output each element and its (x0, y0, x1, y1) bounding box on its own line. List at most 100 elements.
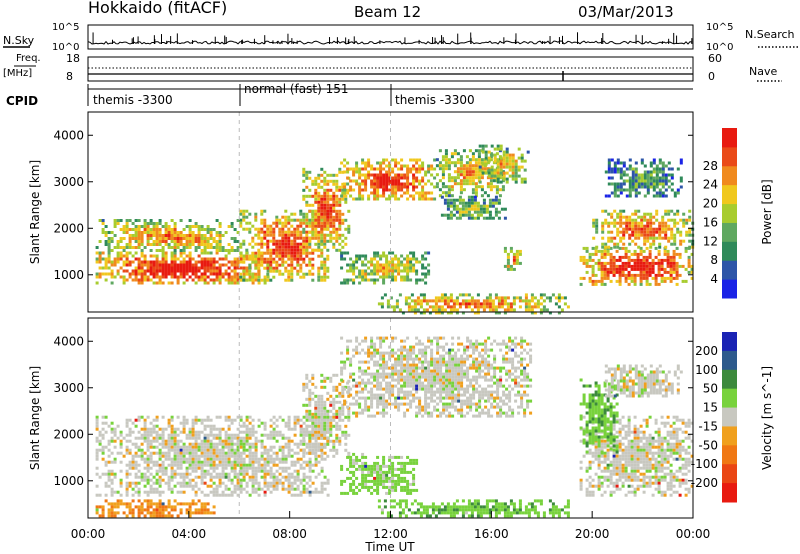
heatmap-cell (640, 173, 644, 177)
heatmap-cell (649, 233, 653, 237)
heatmap-cell (176, 278, 180, 282)
power-heatmap (95, 112, 695, 315)
heatmap-cell (646, 218, 650, 222)
heatmap-cell (338, 242, 342, 246)
heatmap-cell (514, 159, 518, 163)
heatmap-cell (335, 412, 339, 416)
heatmap-cell (221, 457, 225, 461)
heatmap-cell (161, 478, 165, 482)
heatmap-cell (314, 191, 318, 195)
heatmap-cell (367, 266, 371, 270)
heatmap-cell (648, 252, 652, 256)
heatmap-cell (485, 207, 489, 211)
heatmap-cell (200, 278, 204, 282)
heatmap-cell (347, 188, 351, 192)
heatmap-cell (502, 150, 506, 154)
heatmap-cell (317, 403, 321, 407)
heatmap-cell (341, 182, 345, 186)
heatmap-cell (161, 466, 165, 470)
heatmap-cell (492, 161, 496, 165)
heatmap-cell (412, 194, 416, 198)
heatmap-cell (652, 215, 656, 219)
colorbar-swatch (722, 222, 737, 242)
heatmap-cell (379, 372, 383, 376)
heatmap-cell (340, 369, 344, 373)
heatmap-cell (203, 243, 207, 246)
heatmap-cell (110, 493, 114, 497)
heatmap-cell (311, 373, 315, 377)
heatmap-cell (119, 219, 123, 222)
heatmap-cell (176, 281, 180, 285)
heatmap-cell (661, 194, 665, 198)
heatmap-cell (628, 194, 632, 198)
heatmap-cell (645, 270, 649, 274)
heatmap-cell (628, 233, 632, 237)
heatmap-cell (245, 481, 249, 485)
heatmap-cell (397, 266, 401, 270)
heatmap-cell (182, 275, 186, 279)
heatmap-cell (242, 466, 246, 470)
heatmap-cell (251, 275, 255, 279)
heatmap-cell (658, 182, 662, 186)
heatmap-cell (438, 188, 442, 192)
heatmap-cell (452, 302, 456, 306)
heatmap-cell (98, 266, 102, 270)
heatmap-cell (518, 249, 522, 253)
heatmap-cell (394, 185, 398, 189)
heatmap-cell (511, 159, 515, 163)
heatmap-cell (498, 176, 502, 180)
heatmap-cell (631, 179, 635, 183)
heatmap-cell (152, 275, 156, 279)
heatmap-cell (239, 212, 243, 216)
heatmap-cell (128, 275, 132, 279)
heatmap-cell (343, 363, 347, 367)
heatmap-cell (257, 236, 261, 240)
heatmap-cell (505, 147, 509, 151)
heatmap-cell (245, 418, 249, 422)
heatmap-cell (149, 228, 153, 231)
heatmap-cell (251, 281, 255, 285)
nsearch-tick-bottom: 10^0 (706, 42, 733, 53)
heatmap-cell (370, 387, 374, 391)
heatmap-cell (376, 251, 380, 255)
heatmap-cell (634, 170, 638, 174)
heatmap-cell (215, 275, 219, 279)
heatmap-cell (158, 427, 162, 431)
heatmap-cell (317, 409, 321, 413)
heatmap-cell (335, 212, 339, 216)
heatmap-cell (438, 179, 442, 183)
heatmap-cell (137, 269, 141, 273)
heatmap-cell (254, 254, 258, 258)
heatmap-cell (155, 451, 159, 455)
heatmap-cell (341, 409, 345, 413)
heatmap-cell (320, 433, 324, 437)
heatmap-cell (263, 281, 267, 285)
heatmap-cell (400, 164, 404, 168)
heatmap-cell (308, 257, 312, 261)
heatmap-cell (465, 176, 469, 180)
heatmap-cell (434, 299, 438, 303)
heatmap-cell (134, 436, 138, 440)
heatmap-cell (104, 430, 108, 434)
heatmap-cell (361, 396, 365, 400)
heatmap-cell (218, 493, 222, 497)
heatmap-cell (385, 170, 389, 174)
heatmap-cell (682, 212, 686, 216)
heatmap-cell (167, 451, 171, 455)
heatmap-cell (188, 463, 192, 467)
heatmap-cell (311, 376, 315, 380)
heatmap-cell (188, 225, 192, 228)
heatmap-cell (311, 463, 315, 467)
heatmap-cell (314, 242, 318, 246)
heatmap-cell (335, 239, 339, 243)
heatmap-cell (272, 487, 276, 491)
heatmap-cell (161, 433, 165, 437)
heatmap-cell (388, 170, 392, 174)
heatmap-cell (379, 396, 383, 400)
heatmap-cell (682, 218, 686, 222)
heatmap-cell (657, 261, 661, 265)
heatmap-cell (215, 445, 219, 449)
heatmap-cell (673, 218, 677, 222)
heatmap-cell (524, 305, 528, 309)
heatmap-cell (296, 269, 300, 273)
